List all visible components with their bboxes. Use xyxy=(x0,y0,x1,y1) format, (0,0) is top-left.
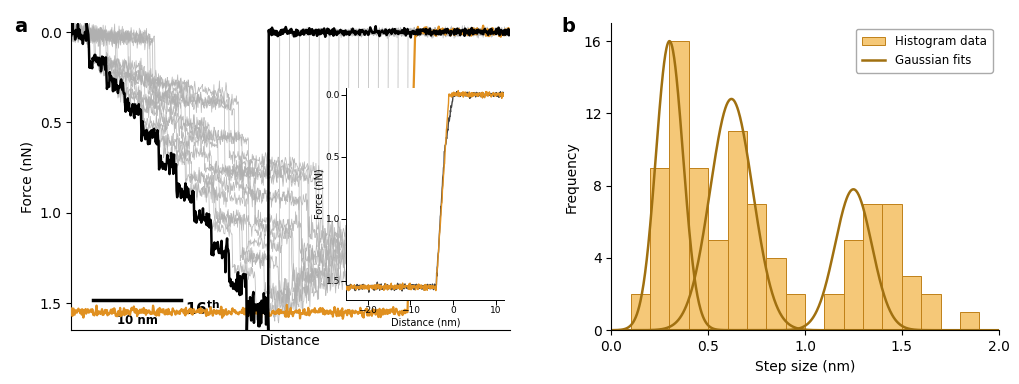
Text: $\mathbf{16^{th}}$: $\mathbf{16^{th}}$ xyxy=(185,300,220,318)
Bar xyxy=(708,240,728,330)
Bar xyxy=(902,276,921,330)
Bar xyxy=(921,294,941,330)
X-axis label: Distance (nm): Distance (nm) xyxy=(390,318,461,328)
Bar xyxy=(960,312,979,330)
Bar xyxy=(650,167,669,330)
Bar xyxy=(863,204,882,330)
Y-axis label: Force (nN): Force (nN) xyxy=(315,169,324,219)
Legend: Histogram data, Gaussian fits: Histogram data, Gaussian fits xyxy=(856,29,993,73)
X-axis label: Step size (nm): Step size (nm) xyxy=(755,359,855,374)
Text: $\mathit{1^{st}}$: $\mathit{1^{st}}$ xyxy=(437,244,460,263)
Y-axis label: Force (nN): Force (nN) xyxy=(20,141,34,213)
Bar xyxy=(728,131,747,330)
Bar xyxy=(844,240,863,330)
Bar xyxy=(669,41,689,330)
Bar xyxy=(824,294,844,330)
Bar xyxy=(882,204,902,330)
Y-axis label: Frequency: Frequency xyxy=(565,141,579,212)
Text: b: b xyxy=(561,17,575,36)
Bar xyxy=(766,258,786,330)
Bar xyxy=(786,294,805,330)
Text: a: a xyxy=(14,17,28,36)
Bar xyxy=(631,294,650,330)
X-axis label: Distance: Distance xyxy=(260,334,321,348)
Bar xyxy=(689,167,708,330)
Text: 10 nm: 10 nm xyxy=(116,314,158,327)
Bar xyxy=(747,204,766,330)
